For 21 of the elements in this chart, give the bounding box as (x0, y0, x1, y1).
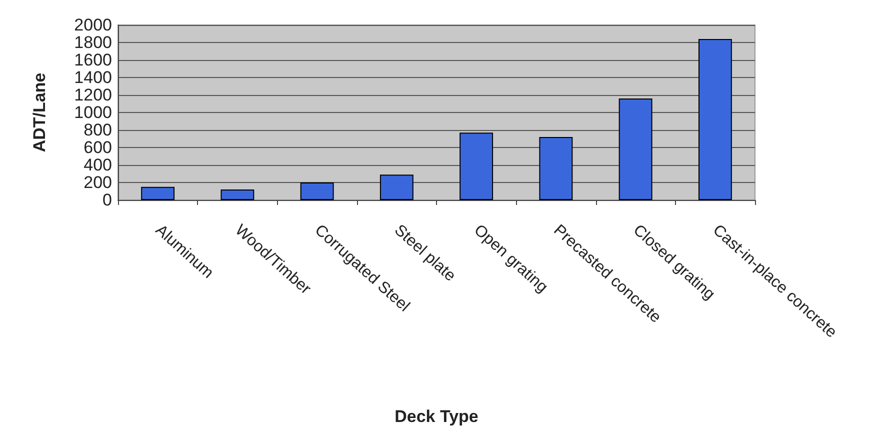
y-tick-label: 800 (84, 120, 112, 140)
bar (380, 174, 414, 200)
y-tick-label: 200 (84, 173, 112, 192)
y-tick-label: 1200 (74, 86, 112, 104)
y-tick-label: 400 (84, 156, 112, 174)
y-axis-title: ADT/Lane (30, 72, 49, 152)
y-tick-label: 2000 (74, 16, 112, 34)
bar (141, 186, 175, 200)
y-tick-label: 1000 (74, 103, 112, 122)
x-axis-title: Deck Type (394, 407, 478, 426)
bar (539, 137, 573, 200)
bar (220, 190, 254, 200)
bar (698, 39, 732, 200)
bar (618, 98, 652, 200)
bar (460, 132, 494, 200)
y-tick-label: 1400 (74, 68, 112, 87)
y-tick-label: 600 (84, 138, 112, 157)
y-tick-label: 1600 (74, 50, 112, 70)
y-tick-label: 1800 (74, 33, 112, 52)
y-tick-label: 0 (102, 190, 112, 210)
bar (300, 182, 334, 200)
